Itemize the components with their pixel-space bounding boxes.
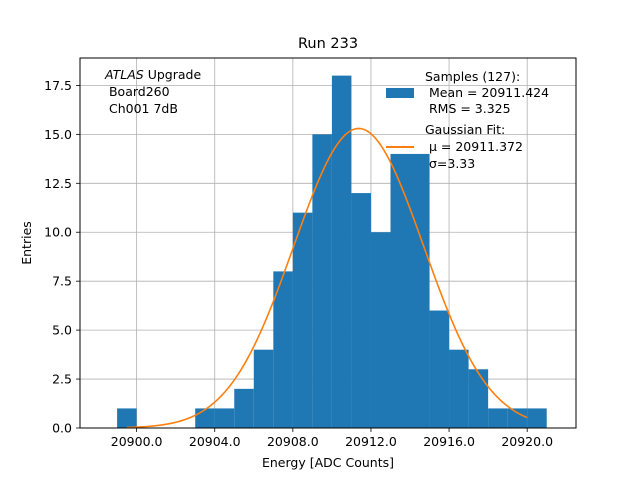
upgrade-label: Upgrade xyxy=(144,67,202,82)
legend-samples-mean: Mean = 20911.424 xyxy=(425,85,549,100)
histogram-bar xyxy=(429,310,450,428)
legend: Samples (127): Mean = 20911.424 RMS = 3.… xyxy=(386,69,549,171)
y-tick-label: 0.0 xyxy=(52,421,72,436)
x-tick-label: 20912.0 xyxy=(345,434,397,449)
histogram-bar xyxy=(117,408,137,428)
x-tick-label: 20904.0 xyxy=(189,434,241,449)
histogram-bar xyxy=(390,153,411,429)
histogram-bar xyxy=(488,408,508,428)
histogram-bar xyxy=(370,232,391,428)
histogram-bar xyxy=(312,134,332,428)
y-tick-label: 2.5 xyxy=(52,372,72,387)
x-axis-label: Energy [ADC Counts] xyxy=(262,455,394,470)
histogram-bar xyxy=(410,153,430,429)
y-tick-label: 5.0 xyxy=(52,323,72,338)
y-axis-ticks: 0.0 2.5 5.0 7.5 10.0 12.5 15.0 17.5 xyxy=(44,78,80,436)
histogram-bar xyxy=(331,75,352,428)
x-tick-label: 20916.0 xyxy=(423,434,475,449)
histogram-bars xyxy=(117,75,547,429)
atlas-annotation: ATLAS Upgrade Board260 Ch001 7dB xyxy=(104,67,201,116)
legend-fit-title: Gaussian Fit: xyxy=(425,122,505,137)
legend-samples-swatch xyxy=(386,88,414,98)
y-tick-label: 12.5 xyxy=(44,176,72,191)
x-tick-label: 20908.0 xyxy=(267,434,319,449)
gaussian-fit-line xyxy=(126,127,528,429)
histogram-bar xyxy=(449,349,469,428)
histogram-bar xyxy=(468,369,489,428)
x-axis-ticks: 20900.0 20904.0 20908.0 20912.0 20916.0 20920… xyxy=(111,428,553,449)
histogram-bar xyxy=(273,271,293,428)
legend-samples-title: Samples (127): xyxy=(425,69,520,84)
y-tick-label: 17.5 xyxy=(44,78,72,93)
legend-fit-mu: μ = 20911.372 xyxy=(425,139,523,154)
histogram-bar xyxy=(292,212,313,428)
x-tick-label: 20900.0 xyxy=(111,434,163,449)
histogram-bar xyxy=(253,349,274,428)
histogram-bar xyxy=(527,408,547,428)
svg-text:ATLAS Upgrade: ATLAS Upgrade xyxy=(104,67,201,82)
board-label: Board260 xyxy=(105,84,170,99)
chart-title: Run 233 xyxy=(298,36,358,52)
atlas-label: ATLAS xyxy=(104,67,144,82)
legend-samples-rms: RMS = 3.325 xyxy=(425,101,511,116)
y-tick-label: 15.0 xyxy=(44,127,72,142)
histogram-bar xyxy=(195,408,215,428)
channel-label: Ch001 7dB xyxy=(105,101,178,116)
histogram-bar xyxy=(507,408,528,428)
histogram-bar xyxy=(214,408,235,428)
histogram-bar xyxy=(234,388,254,428)
y-axis-label: Entries xyxy=(19,221,34,265)
y-tick-label: 10.0 xyxy=(44,225,72,240)
y-tick-label: 7.5 xyxy=(52,274,72,289)
histogram-bar xyxy=(351,193,371,428)
plot-frame xyxy=(79,57,577,429)
x-tick-label: 20920.0 xyxy=(501,434,553,449)
legend-fit-sigma: σ=3.33 xyxy=(425,156,475,171)
